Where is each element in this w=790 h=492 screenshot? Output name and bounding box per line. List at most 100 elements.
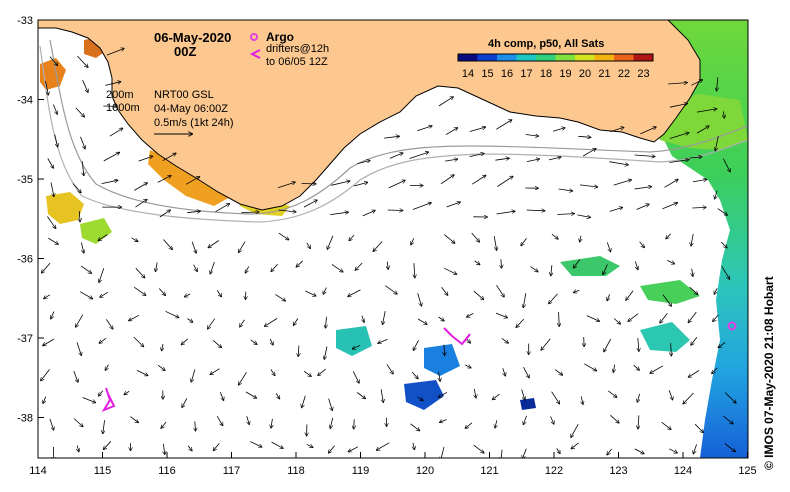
current-vector	[42, 262, 51, 273]
current-vector	[156, 262, 158, 271]
current-vector	[417, 293, 422, 306]
colorbar-swatch	[536, 54, 556, 61]
current-vector	[187, 445, 192, 451]
colorbar-frame	[457, 53, 654, 62]
current-vector	[669, 448, 677, 453]
current-vector	[558, 189, 573, 191]
current-vector	[216, 290, 221, 296]
current-vector	[208, 240, 220, 248]
current-vector	[607, 294, 610, 300]
current-vector	[667, 260, 674, 263]
current-vector	[101, 180, 118, 184]
current-vector	[439, 391, 448, 397]
current-vector	[210, 368, 220, 375]
current-vector	[331, 264, 343, 271]
current-vector	[523, 415, 527, 425]
current-vector	[581, 396, 583, 404]
current-vector	[634, 155, 655, 157]
current-vector	[574, 290, 580, 292]
current-vector	[76, 314, 84, 327]
current-vector	[104, 441, 112, 449]
current-vector	[82, 397, 96, 403]
current-vector	[603, 264, 608, 274]
current-vector	[694, 423, 703, 432]
current-vector	[438, 97, 453, 107]
current-vector	[49, 418, 54, 430]
current-vector	[718, 342, 726, 348]
current-vector	[521, 237, 527, 245]
current-vector	[495, 420, 497, 428]
x-axis: 114 115 116 117 118 119 120 121 122 123 124 125	[29, 452, 757, 477]
current-vector	[353, 182, 367, 187]
current-vector	[388, 180, 405, 189]
current-vector	[306, 443, 313, 447]
sst-west-yellow	[46, 192, 84, 224]
current-vector	[157, 364, 165, 370]
current-vector	[662, 203, 678, 210]
colorbar-swatch	[633, 54, 654, 61]
current-vector	[446, 202, 461, 208]
model-time-label: 04-May 06:00Z	[154, 103, 228, 115]
sst-patch-blue-2	[404, 380, 444, 410]
current-vector	[493, 393, 500, 399]
current-vector	[438, 316, 444, 321]
scale-label: 0.5m/s (1kt 24h)	[154, 117, 233, 129]
current-vector	[44, 294, 51, 299]
current-vector	[45, 81, 49, 95]
current-vector	[77, 55, 87, 67]
current-vector	[467, 313, 474, 317]
current-vector	[495, 312, 507, 318]
current-vector	[135, 200, 147, 208]
x-tick-label: 124	[674, 465, 692, 477]
current-vector	[329, 445, 335, 453]
current-vector	[294, 318, 299, 325]
current-vectors	[41, 49, 736, 458]
current-vector	[106, 319, 112, 328]
current-vector	[191, 241, 196, 253]
current-vector	[715, 190, 717, 199]
current-vector	[100, 291, 109, 297]
drifter-track-1	[443, 327, 471, 346]
sst-west-orange	[40, 58, 66, 90]
current-vector	[473, 290, 484, 299]
current-vector	[501, 449, 502, 458]
current-vector	[465, 422, 473, 428]
current-vector	[79, 291, 92, 299]
current-vector	[214, 443, 220, 450]
current-vector	[265, 318, 278, 326]
current-vector	[440, 175, 454, 185]
colorbar-swatch	[516, 54, 537, 61]
current-vector	[473, 444, 484, 453]
current-vector	[689, 286, 698, 294]
current-vector	[445, 159, 457, 161]
current-vector	[277, 182, 295, 189]
current-vector	[385, 285, 397, 294]
current-vector	[604, 338, 612, 352]
current-vector	[270, 338, 273, 345]
current-vector	[692, 268, 693, 277]
current-vector	[609, 161, 628, 165]
current-vector	[516, 318, 524, 327]
current-vector	[526, 159, 539, 162]
current-vector	[717, 77, 718, 90]
current-vector	[471, 176, 485, 185]
current-vector	[638, 337, 639, 351]
current-vector	[270, 369, 275, 376]
isobath-200m	[49, 39, 748, 215]
colorbar-tick-label: 23	[637, 68, 649, 80]
current-vector	[98, 234, 108, 241]
sst-patch-blue	[424, 344, 460, 376]
current-vector	[496, 211, 515, 215]
current-vector	[162, 344, 163, 350]
current-vector	[354, 419, 355, 428]
current-vector	[384, 136, 399, 138]
plot-frame	[37, 19, 749, 459]
current-vector	[105, 364, 109, 370]
current-vector	[469, 154, 484, 157]
sst-patch-deep	[520, 398, 536, 410]
colorbar-swatch	[458, 54, 478, 61]
current-vector	[723, 415, 733, 424]
current-vector	[691, 80, 702, 86]
current-vector	[584, 363, 596, 371]
current-vector	[410, 423, 420, 431]
